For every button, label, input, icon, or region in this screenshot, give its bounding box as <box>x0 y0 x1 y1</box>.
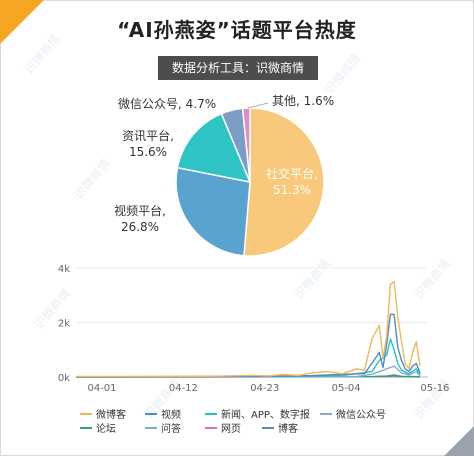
legend-label-2: 新闻、APP、数字报 <box>221 408 310 421</box>
x-tick-label: 04-01 <box>87 383 116 394</box>
pie-label-wechat: 微信公众号, 4.7% <box>118 97 216 111</box>
series-line-3 <box>75 365 421 378</box>
pie-slice-2 <box>176 112 252 184</box>
chart-title: “AI孙燕姿”话题平台热度 <box>117 18 357 42</box>
watermark-text: 识微商情 <box>71 156 113 202</box>
pie-label-video-name: 视频平台, <box>114 203 166 218</box>
corner-accent-top-left <box>0 0 44 44</box>
series-line-0 <box>75 280 421 378</box>
legend-label-6: 网页 <box>221 423 241 435</box>
x-tick-label: 04-12 <box>169 383 198 394</box>
line-chart: 0k 2k 4k 04-01 04-12 04-23 05-04 05-16 <box>58 264 450 394</box>
watermark-text: 识微商情 <box>21 31 63 77</box>
pie-label-other: 其他, 1.6% <box>272 94 334 108</box>
pie-label-news-value: 15.6% <box>129 145 167 159</box>
y-tick-label: 4k <box>58 264 70 275</box>
series-line-1 <box>75 313 421 378</box>
legend-label-1: 视频 <box>161 408 181 421</box>
watermark-text: 识微商情 <box>291 256 333 302</box>
corner-accent-bottom-right <box>444 426 474 456</box>
legend-label-0: 微博客 <box>96 408 126 421</box>
pie-chart: 社交平台, 51.3% 视频平台, 26.8% 资讯平台, 15.6% 微信公众号, 4.7… <box>114 94 334 257</box>
pie-label-video-value: 26.8% <box>121 220 159 234</box>
pie-label-news-name: 资讯平台, <box>122 128 174 143</box>
pie-slice-1 <box>175 166 251 257</box>
pie-label-social-value: 51.3% <box>273 183 311 197</box>
legend-label-3: 微信公众号 <box>336 408 386 421</box>
pie-slice-4 <box>241 107 251 183</box>
watermark-text: 识微商情 <box>411 256 453 302</box>
chart-subtitle: 数据分析工具：识微商情 <box>158 56 318 80</box>
y-tick-label: 2k <box>58 319 70 330</box>
pie-label-social-name: 社交平台, <box>266 166 318 181</box>
x-tick-label: 05-04 <box>332 383 361 394</box>
legend-label-5: 问答 <box>161 422 181 435</box>
series-line-2 <box>75 338 421 378</box>
legend-label-4: 论坛 <box>96 422 116 435</box>
legend-label-7: 博客 <box>278 422 298 435</box>
x-tick-label: 05-16 <box>420 383 449 394</box>
watermark-text: 识微商情 <box>321 51 363 97</box>
pie-leader-other <box>247 102 269 109</box>
pie-slice-0 <box>243 107 325 257</box>
y-tick-label: 0k <box>58 373 70 384</box>
x-tick-label: 04-23 <box>250 383 279 394</box>
